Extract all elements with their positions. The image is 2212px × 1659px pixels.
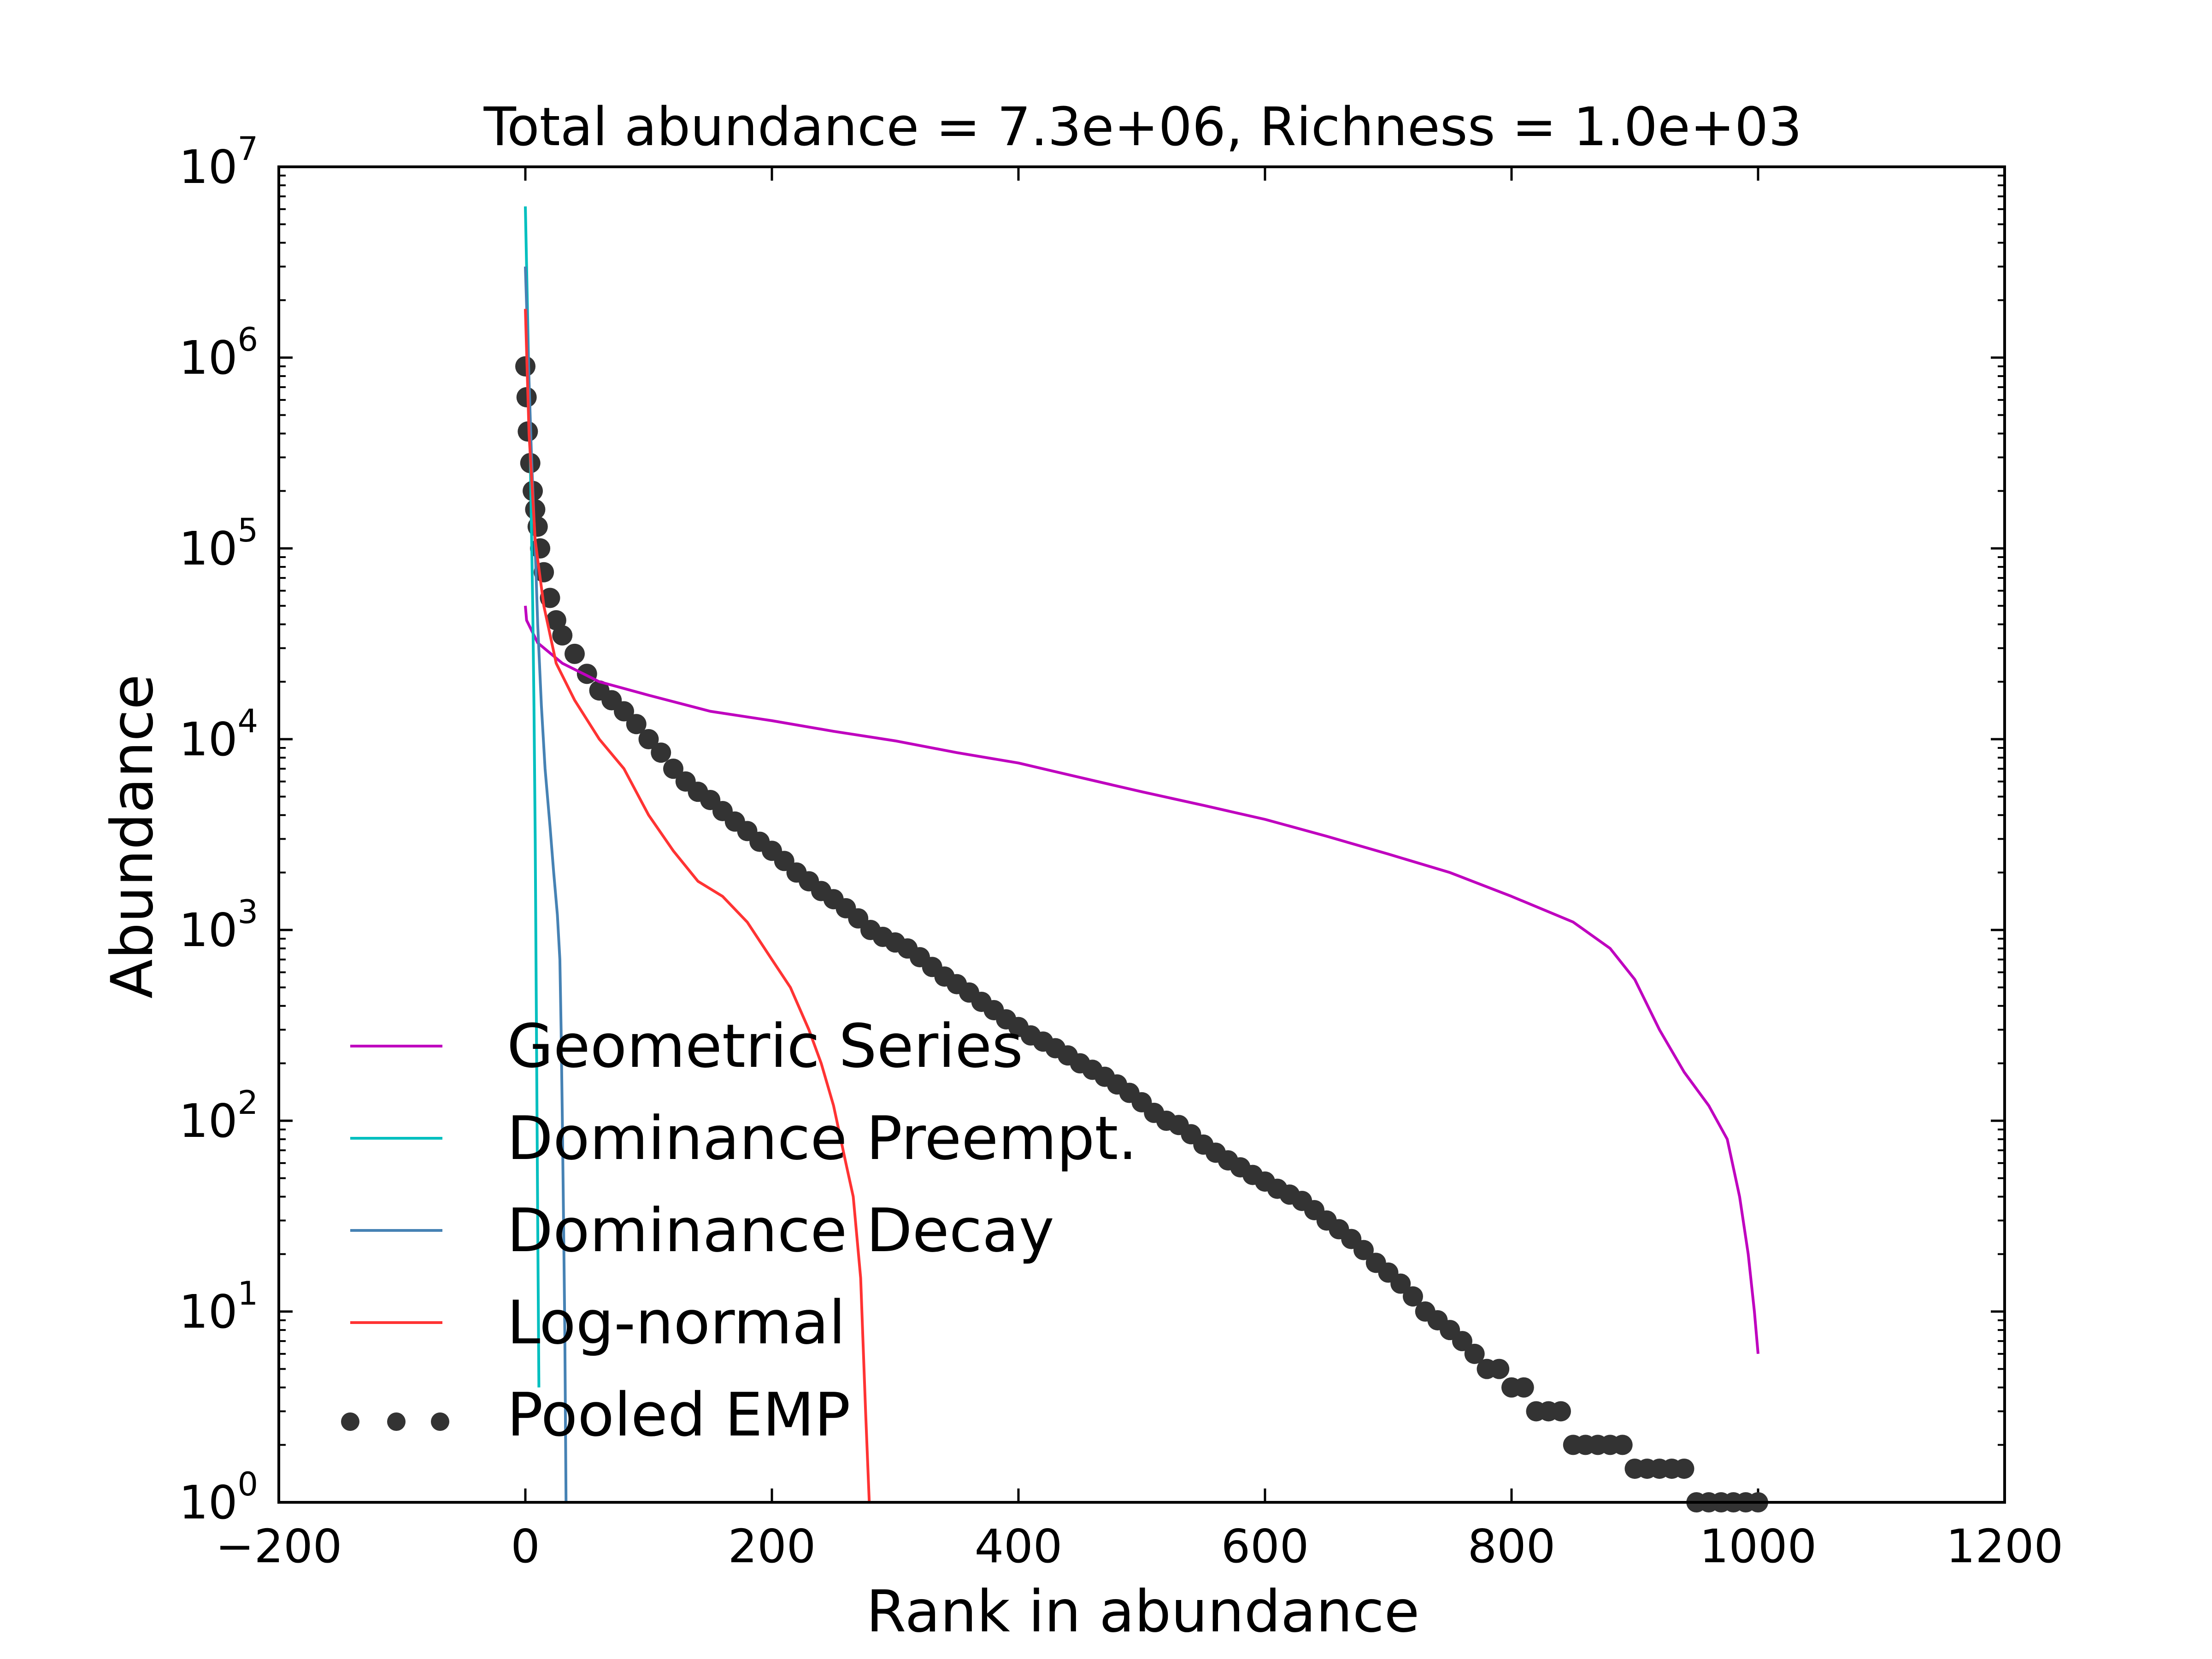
y-tick-exponent: 6 [237,321,258,359]
y-tick-label: 105 [179,512,258,576]
data-point [614,701,634,722]
ticks: −200 0 200 400 600 800 1000 1200100101102103104… [179,130,2063,1573]
y-tick-exponent: 2 [237,1084,258,1122]
y-tick-exponent: 1 [237,1275,258,1312]
data-point [1464,1343,1485,1364]
data-point [1551,1401,1571,1422]
y-tick-exponent: 5 [237,512,258,549]
y-tick-label: 106 [179,321,258,385]
y-tick-base: 10 [179,1285,237,1339]
data-point [626,714,647,735]
legend-marker [387,1412,406,1431]
data-point [651,742,671,763]
x-tick-label: 600 [1221,1519,1309,1573]
data-point [515,356,535,377]
data-point [565,643,585,664]
legend-label: Dominance Decay [507,1195,1054,1265]
data-point [1353,1240,1374,1260]
data-point [638,729,659,749]
y-tick-base: 10 [179,903,237,957]
x-tick-label: 0 [511,1519,540,1573]
series-line-log-normal [524,309,871,1503]
y-tick-label: 107 [179,130,258,194]
y-tick-label: 100 [179,1465,258,1530]
legend-label: Pooled EMP [507,1380,850,1450]
chart-title: Total abundance = 7.3e+06, Richness = 1.… [483,96,1802,158]
legend-marker [431,1412,449,1431]
x-tick-label: 200 [728,1519,816,1573]
series-layer [515,206,1768,1512]
data-point [1390,1273,1411,1294]
legend-label: Dominance Preempt. [507,1103,1137,1173]
y-tick-base: 10 [179,1094,237,1148]
y-tick-label: 103 [179,893,258,957]
y-tick-base: 10 [179,140,237,194]
data-point [1403,1286,1423,1307]
y-tick-base: 10 [179,712,237,766]
data-point [663,759,683,779]
x-tick-label: 1200 [1946,1519,2064,1573]
y-tick-exponent: 3 [237,893,258,931]
data-point [577,664,597,684]
legend-label: Geometric Series [507,1011,1023,1081]
y-tick-exponent: 0 [237,1465,258,1503]
data-point [1612,1435,1633,1455]
x-tick-label: 800 [1468,1519,1556,1573]
x-tick-label: 400 [975,1519,1063,1573]
x-tick-label: −200 [216,1519,342,1573]
legend-marker [341,1412,359,1431]
x-tick-label: 1000 [1700,1519,1817,1573]
data-point [540,588,560,608]
data-point [1452,1331,1472,1352]
plot-frame [277,165,2006,1504]
y-tick-label: 104 [179,702,258,766]
x-axis-label: Rank in abundance [866,1578,1420,1645]
y-tick-exponent: 4 [237,702,258,740]
y-tick-base: 10 [179,522,237,576]
y-tick-exponent: 7 [237,130,258,168]
data-point [1674,1459,1694,1479]
legend: Geometric Series Dominance Preempt. Domina… [341,1011,1137,1450]
y-axis-label: Abundance [99,674,166,999]
y-tick-label: 101 [179,1275,258,1339]
series-line-geometric-series [524,606,1759,1354]
legend-label: Log-normal [507,1288,846,1358]
y-tick-base: 10 [179,1476,237,1530]
data-point [552,625,573,646]
series-pooled-emp [515,356,1768,1512]
y-tick-base: 10 [179,331,237,385]
y-tick-label: 102 [179,1084,258,1148]
data-point [1513,1377,1534,1398]
data-point [1489,1359,1510,1379]
